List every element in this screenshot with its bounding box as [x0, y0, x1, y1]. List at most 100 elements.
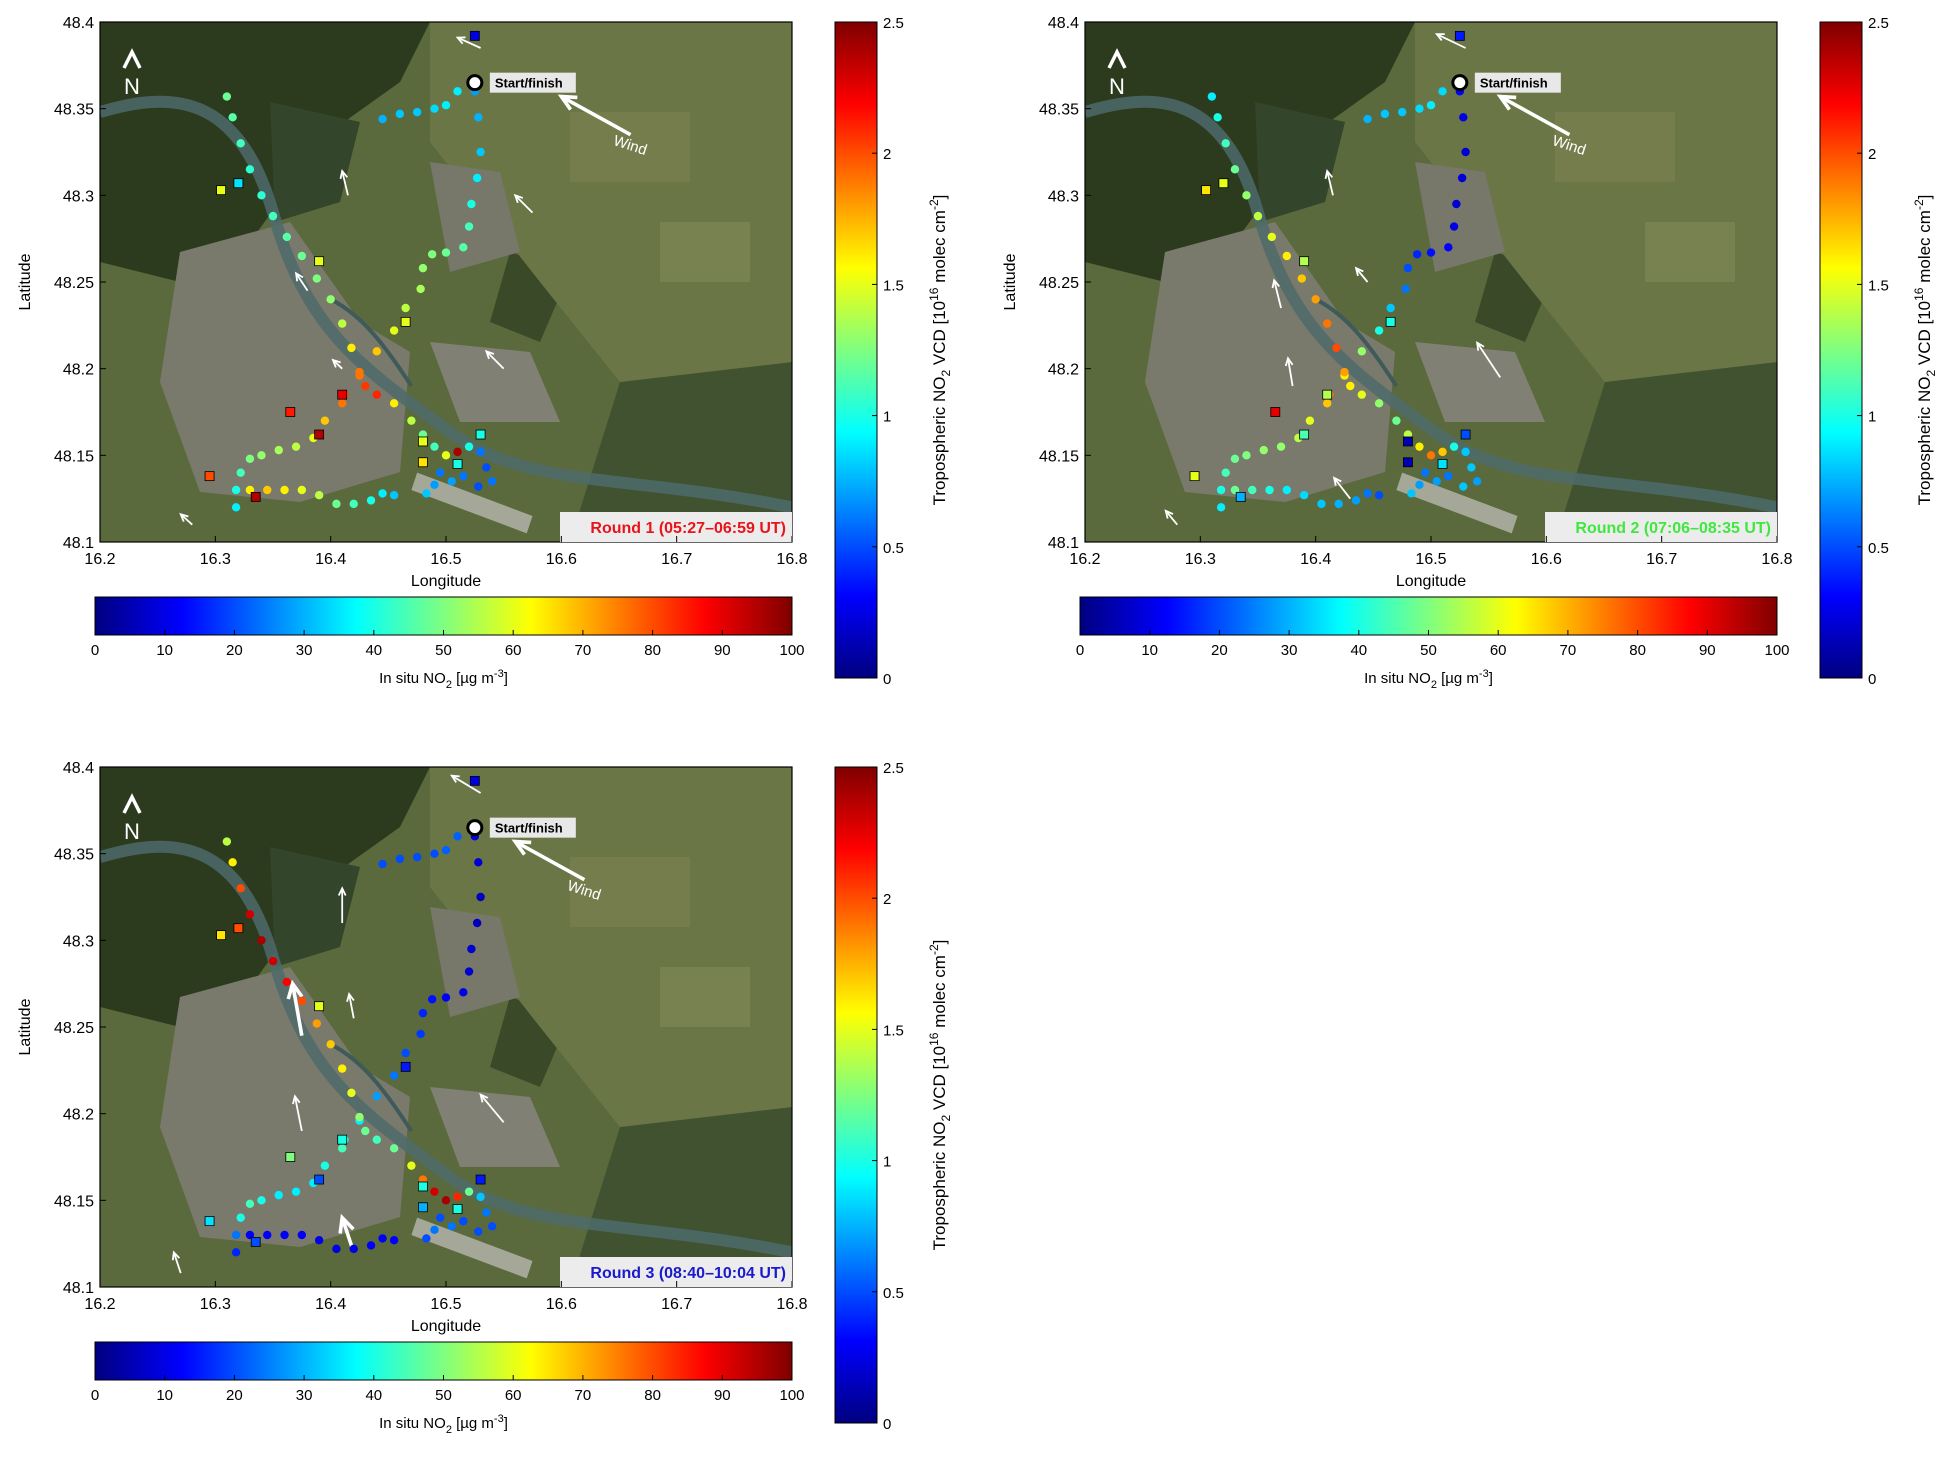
- wind-arrow-shaft: [180, 513, 193, 526]
- route-point: [257, 1196, 266, 1205]
- wind-arrow-shaft: [290, 983, 304, 1036]
- route-point: [430, 1187, 439, 1196]
- route-point: [412, 107, 422, 117]
- insitu-label-sup: -3: [494, 668, 504, 680]
- y-tick-label: 48.3: [63, 188, 94, 205]
- insitu-colorbar-label: In situ NO2 [µg m-3]: [1364, 668, 1493, 691]
- route-point: [1449, 442, 1459, 451]
- insitu-tick-label: 90: [1699, 642, 1716, 659]
- station-marker: [469, 775, 480, 786]
- insitu-colorbar: [1079, 596, 1778, 636]
- route-point: [1351, 496, 1361, 505]
- vcd-label-c: molec cm: [930, 210, 949, 287]
- route-point: [464, 222, 474, 231]
- route-point: [1265, 485, 1274, 495]
- route-point: [297, 996, 307, 1006]
- x-tick-label: 16.8: [776, 1296, 807, 1313]
- route-point: [472, 173, 482, 183]
- y-tick-label: 48.3: [1048, 188, 1079, 205]
- insitu-tick-label: 60: [505, 1387, 522, 1404]
- insitu-label-sup: -3: [494, 1413, 504, 1425]
- route-point: [1216, 503, 1226, 512]
- insitu-tick-label: 30: [1281, 642, 1298, 659]
- route-point: [487, 1222, 497, 1231]
- wind-arrow-head: [292, 1094, 301, 1105]
- station-marker: [1189, 471, 1200, 482]
- field-patch: [1645, 222, 1735, 282]
- insitu-tick-label: 50: [435, 1387, 452, 1404]
- vcd-tick-label: 1: [883, 409, 891, 426]
- x-tick-label: 16.8: [1761, 551, 1792, 568]
- route-point: [389, 1144, 399, 1153]
- vcd-label-a: Tropospheric NO: [930, 1122, 949, 1251]
- insitu-tick-label: 70: [575, 1387, 592, 1404]
- route-point: [1230, 165, 1240, 174]
- route-point: [222, 92, 232, 101]
- route-point: [274, 1190, 283, 1200]
- vcd-label-sup2: -2: [1912, 199, 1926, 210]
- insitu-tick-label: 40: [1350, 642, 1367, 659]
- route-point: [453, 1192, 462, 1202]
- x-tick-label: 16.3: [200, 1296, 231, 1313]
- route-point: [1397, 107, 1407, 117]
- forest-area: [100, 767, 430, 1027]
- route-point: [416, 284, 425, 294]
- vcd-label-sup1: 16: [927, 287, 941, 301]
- vcd-tick-label: 2.5: [883, 15, 904, 32]
- airport-area: [411, 1217, 533, 1279]
- forest-area: [100, 22, 430, 282]
- vcd-tick-label: 2.5: [1868, 15, 1889, 32]
- route-point: [1426, 451, 1436, 460]
- wind-arrow-head: [337, 886, 347, 896]
- y-tick-label: 48.35: [54, 847, 94, 864]
- route-point: [228, 858, 237, 867]
- y-axis-label: Latitude: [1002, 253, 1019, 310]
- insitu-tick-label: 50: [1420, 642, 1437, 659]
- vcd-label-b: VCD [10: [930, 301, 949, 370]
- station-marker: [1299, 256, 1310, 267]
- route-point: [1334, 499, 1343, 509]
- route-point: [274, 445, 283, 455]
- station-marker: [204, 1216, 215, 1227]
- station-marker: [314, 429, 325, 440]
- insitu-label-close: ]: [504, 1415, 508, 1432]
- station-marker: [233, 178, 244, 189]
- route-point: [1467, 463, 1476, 472]
- forest-area: [1085, 22, 1415, 282]
- route-point: [378, 114, 387, 124]
- wind-arrow-head: [346, 992, 355, 1003]
- route-point: [1357, 347, 1366, 356]
- route-point: [459, 471, 468, 481]
- panel-round-3: Wind N Start/finish Round 3 (08:40–10:04 UT…: [0, 745, 960, 1465]
- insitu-tick-label: 70: [575, 642, 592, 659]
- north-arrow-icon: [122, 48, 142, 69]
- route-point: [1248, 485, 1257, 495]
- insitu-tick-label: 70: [1560, 642, 1577, 659]
- insitu-colorbar: [94, 596, 793, 636]
- wind-arrow-head: [339, 169, 348, 180]
- insitu-tick-label: 60: [1490, 642, 1507, 659]
- round-title: Round 2 (07:06–08:35 UT): [1575, 520, 1771, 537]
- station-marker: [314, 1001, 325, 1012]
- route-point: [372, 347, 381, 356]
- urban-area: [1415, 342, 1545, 422]
- station-marker: [250, 492, 261, 502]
- route-point: [1438, 447, 1447, 457]
- route-point: [1426, 101, 1436, 110]
- panel-round-2: Wind N Start/finish Round 2 (07:06–08:35 UT…: [985, 0, 1945, 720]
- route-point: [1449, 222, 1459, 231]
- vcd-tick-label: 2.5: [883, 760, 904, 777]
- x-axis-label: Longitude: [411, 1318, 481, 1335]
- wind-arrow-shaft: [348, 993, 355, 1019]
- route-point: [361, 1126, 370, 1136]
- vcd-tick-label: 1.5: [1868, 277, 1889, 294]
- y-tick-label: 48.1: [63, 535, 94, 552]
- route-point: [1401, 284, 1410, 294]
- route-point: [459, 1216, 468, 1226]
- route-point: [464, 1187, 474, 1196]
- route-point: [453, 447, 462, 457]
- y-tick-label: 48.25: [54, 1020, 94, 1037]
- insitu-tick-label: 90: [714, 642, 731, 659]
- north-arrow-icon: [122, 793, 142, 814]
